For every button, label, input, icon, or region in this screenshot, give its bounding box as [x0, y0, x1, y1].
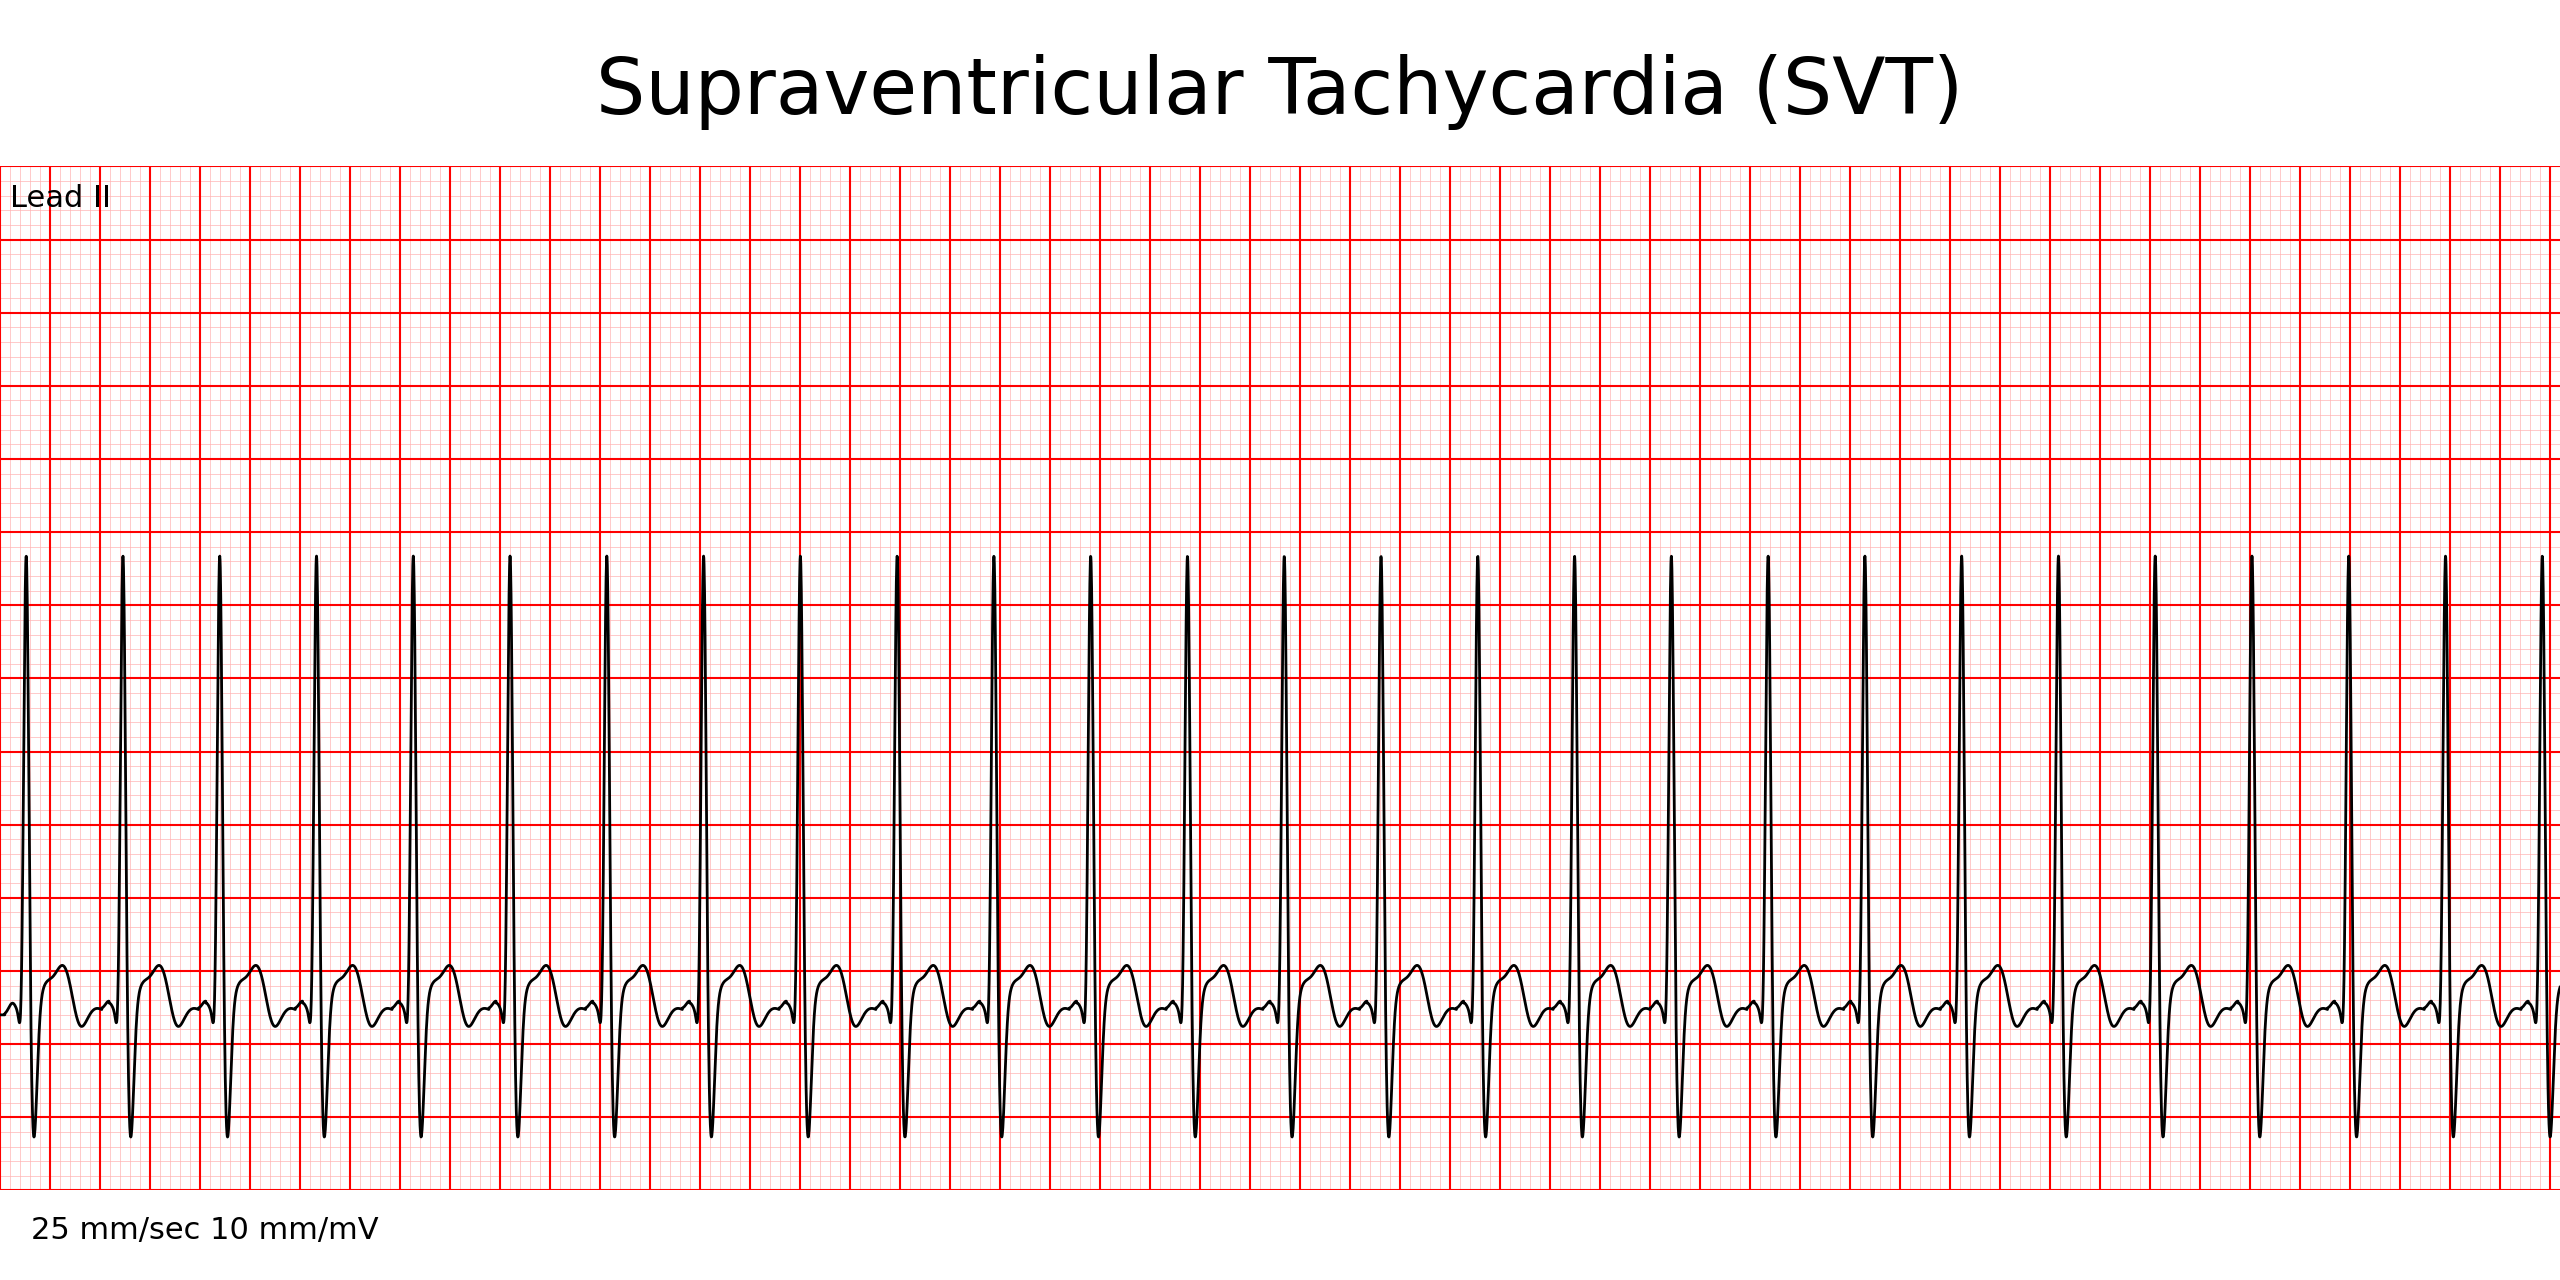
Text: Supraventricular Tachycardia (SVT): Supraventricular Tachycardia (SVT) — [596, 54, 1964, 129]
Text: 25 mm/sec 10 mm/mV: 25 mm/sec 10 mm/mV — [31, 1216, 379, 1245]
Text: Lead II: Lead II — [10, 184, 110, 212]
